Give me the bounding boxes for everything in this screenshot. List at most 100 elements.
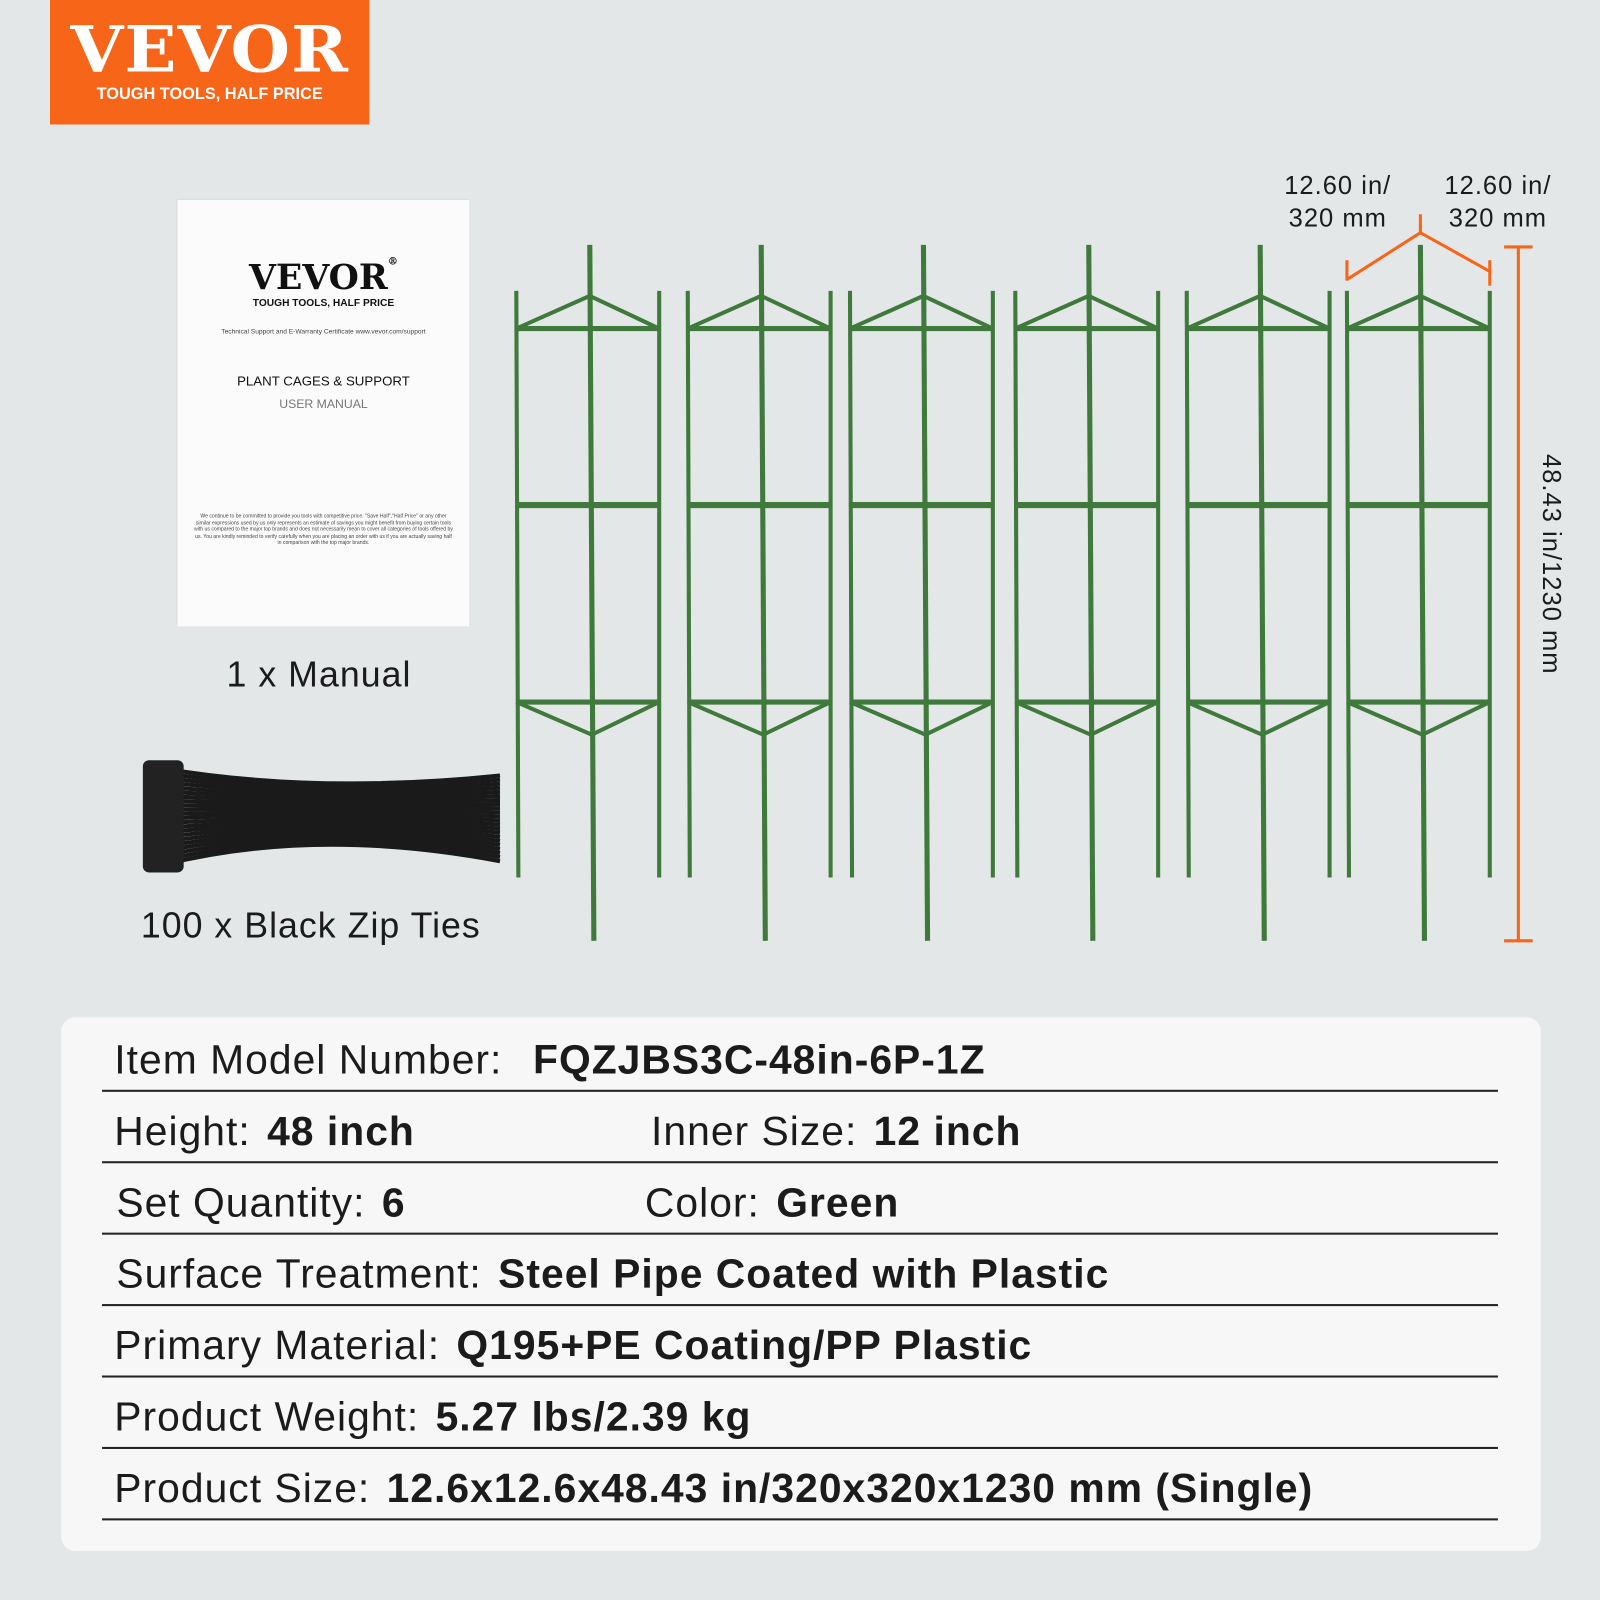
zip-tie (162, 770, 501, 789)
cage-ring (1089, 700, 1160, 737)
zip-tie (162, 839, 501, 863)
spec-pair: Inner Size: 12 inch (651, 1109, 1021, 1155)
height-dimension: 48.43 in/1230 mm (1536, 454, 1566, 675)
manual-caption: 1 x Manual (226, 655, 412, 695)
spec-label: Product Size: (114, 1466, 371, 1512)
spec-value: 6 (381, 1180, 406, 1226)
zip-tie (162, 833, 501, 854)
cage-ring (515, 700, 593, 737)
width-dimension-1: 12.60 in/ 320 mm (1284, 171, 1392, 233)
cage-ring (1419, 294, 1491, 331)
specs-table: Item Model Number: FQZJBS3C-48in-6P-1Z H… (61, 1017, 1541, 1552)
spec-label: Inner Size: (651, 1109, 858, 1155)
dimension-line (1346, 231, 1422, 281)
cage-pole (758, 244, 768, 941)
spec-row-surface: Surface Treatment: Steel Pipe Coated wit… (102, 1234, 1498, 1307)
spec-pair: Color: Green (645, 1181, 899, 1227)
cage-ring (924, 700, 994, 737)
spec-value: FQZJBS3C-48in-6P-1Z (532, 1037, 986, 1083)
zip-tie (163, 816, 501, 827)
spec-pair: Primary Material: Q195+PE Coating/PP Pla… (114, 1323, 1032, 1369)
cage-ring (1346, 700, 1424, 737)
zip-tie (163, 822, 501, 835)
cage-ring (686, 700, 765, 737)
manual-doc: USER MANUAL (279, 396, 368, 412)
spec-label: Height: (114, 1109, 251, 1155)
width-dimension-2: 12.60 in/ 320 mm (1444, 171, 1552, 233)
spec-row-height: Height: 48 inch Inner Size: 12 inch (102, 1091, 1498, 1164)
spec-pair: Surface Treatment: Steel Pipe Coated wit… (116, 1252, 1109, 1298)
registered-mark: ® (387, 256, 398, 268)
zip-tie (163, 784, 501, 798)
spec-value: Green (776, 1180, 900, 1226)
manual-brand: VEVOR® (178, 257, 470, 298)
zip-tie (162, 828, 501, 844)
spec-pair: Set Quantity: 6 (116, 1181, 405, 1227)
spec-value: Q195+PE Coating/PP Plastic (456, 1323, 1033, 1369)
spec-pair: Product Size: 12.6x12.6x48.43 in/320x320… (114, 1466, 1313, 1512)
zip-tie (162, 836, 501, 858)
cage-ring (515, 294, 591, 331)
zip-ties-caption: 100 x Black Zip Ties (140, 906, 481, 946)
dimension-line (1419, 231, 1491, 273)
zip-tie (163, 803, 501, 811)
cage-ring (1185, 700, 1264, 737)
cage-ring (590, 700, 661, 737)
cage-ring (849, 700, 927, 737)
cage-ring (1259, 294, 1331, 331)
spec-label: Set Quantity: (116, 1180, 366, 1226)
spec-pair: Item Model Number: FQZJBS3C-48in-6P-1Z (114, 1038, 985, 1084)
manual-support: Technical Support and E-Warranty Certifi… (221, 328, 426, 336)
cage-ring (762, 700, 832, 737)
manual-tagline: TOUGH TOOLS, HALF PRICE (252, 297, 395, 310)
cage-ring (1014, 294, 1090, 331)
cage-pole (1013, 290, 1020, 878)
zip-tie-heads (142, 760, 184, 873)
zip-ties-image (142, 760, 501, 873)
cage-ring (922, 294, 994, 331)
spec-label: Primary Material: (114, 1323, 441, 1369)
cage-ring (1346, 294, 1422, 331)
manual-disclaimer: We continue to be committed to provide y… (194, 513, 453, 546)
spec-pair: Height: 48 inch (114, 1109, 415, 1155)
manual-brand-text: VEVOR (248, 257, 388, 298)
spec-label: Color: (644, 1180, 760, 1226)
spec-label: Product Weight: (114, 1394, 420, 1440)
cage-ring (588, 294, 661, 331)
cage-pole (1417, 244, 1428, 941)
cage-pole (920, 244, 931, 941)
zip-tie (163, 810, 501, 819)
zip-tie (162, 842, 501, 867)
cage-ring (1185, 294, 1262, 331)
zip-tie (163, 819, 501, 831)
zip-tie (162, 766, 501, 786)
zip-tie (163, 775, 501, 792)
cage-pole (514, 290, 521, 878)
cage-pole (685, 290, 692, 878)
logo-brand: VEVOR (70, 12, 350, 87)
spec-row-size: Product Size: 12.6x12.6x48.43 in/320x320… (102, 1448, 1498, 1521)
cage-ring (1421, 700, 1491, 737)
spec-value: 5.27 lbs/2.39 kg (435, 1394, 752, 1440)
cage-pole (847, 290, 855, 878)
cage-pole (1257, 244, 1267, 941)
cage-ring (686, 294, 763, 331)
plant-cages-image (514, 214, 1533, 943)
zip-tie (163, 789, 501, 801)
spec-value: 12 inch (873, 1109, 1022, 1155)
spec-value: 12.6x12.6x48.43 in/320x320x1230 mm (Sing… (386, 1466, 1314, 1512)
spec-row-quantity: Set Quantity: 6 Color: Green (102, 1162, 1498, 1235)
zip-tie (163, 798, 501, 807)
cage-ring (1087, 294, 1160, 331)
user-manual-image: VEVOR® TOUGH TOOLS, HALF PRICE Technical… (177, 199, 470, 627)
spec-value: Steel Pipe Coated with Plastic (498, 1252, 1110, 1297)
cage-pole (587, 244, 597, 941)
zip-tie (163, 813, 501, 823)
cage-ring (1261, 700, 1331, 737)
cage-pole (1344, 290, 1352, 878)
spec-pair: Product Weight: 5.27 lbs/2.39 kg (114, 1395, 751, 1441)
cage-pole (1184, 290, 1191, 878)
zip-tie (163, 793, 501, 804)
zip-tie (163, 807, 501, 815)
spec-row-model: Item Model Number: FQZJBS3C-48in-6P-1Z (102, 1019, 1498, 1092)
